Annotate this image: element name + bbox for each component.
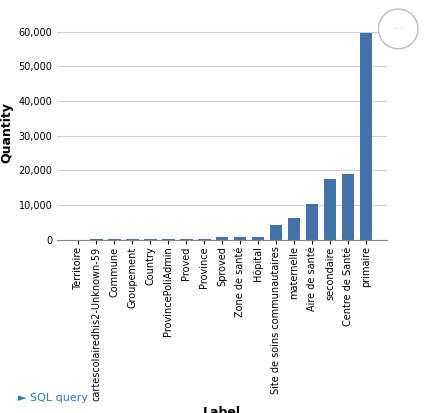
- Bar: [342, 174, 354, 240]
- Bar: [234, 237, 246, 240]
- Bar: [252, 237, 264, 240]
- Y-axis label: Quantity: Quantity: [0, 102, 13, 163]
- Bar: [324, 179, 336, 240]
- X-axis label: Label: Label: [203, 406, 241, 413]
- Circle shape: [378, 9, 418, 49]
- Text: ► SQL query: ► SQL query: [18, 393, 88, 403]
- Bar: [359, 33, 372, 240]
- Bar: [216, 237, 228, 240]
- Text: ···: ···: [393, 24, 403, 34]
- Bar: [270, 225, 282, 240]
- Bar: [288, 218, 301, 240]
- Bar: [306, 204, 318, 240]
